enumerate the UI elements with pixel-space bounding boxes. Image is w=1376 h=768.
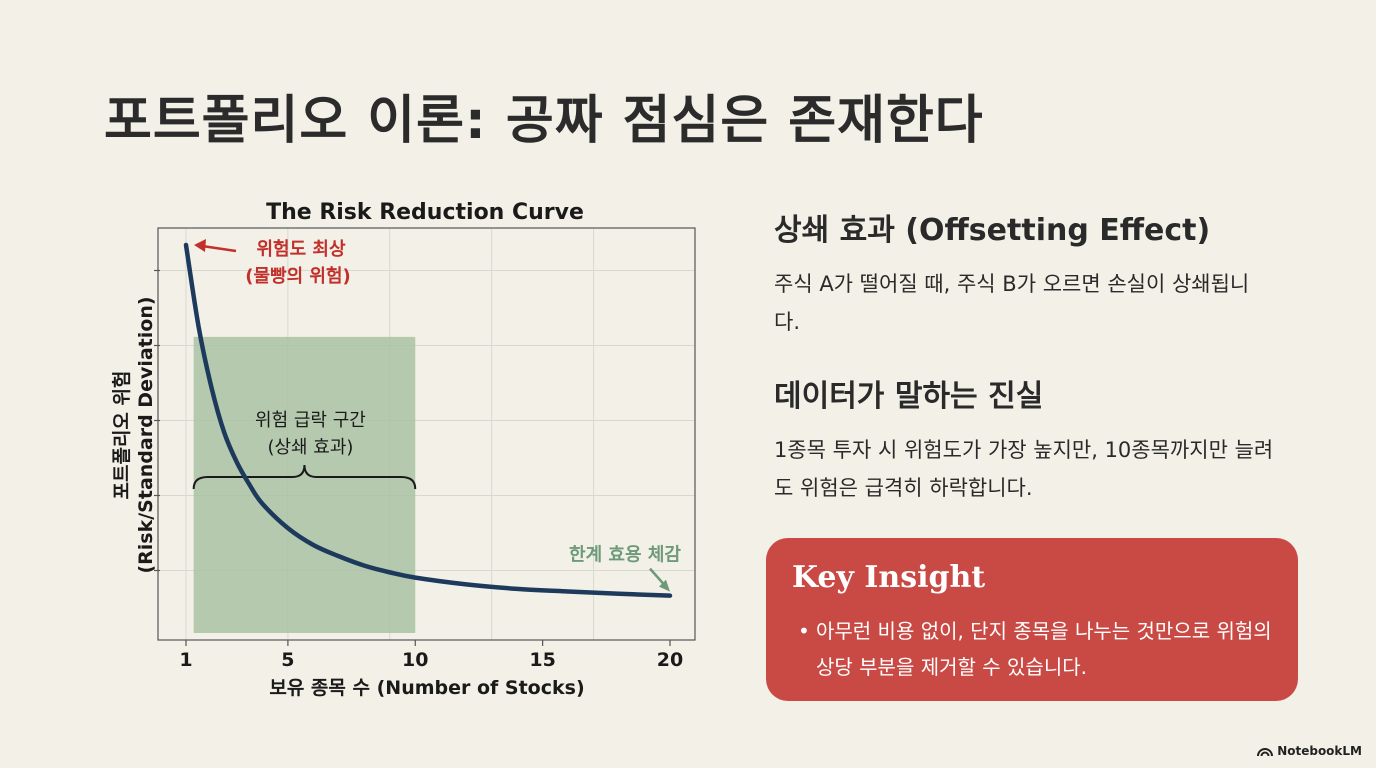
shaded-region-sublabel: (상쇄 효과) (267, 437, 353, 458)
shaded-region-brace (192, 464, 417, 490)
shaded-region (193, 336, 416, 633)
key-insight-text: 아무런 비용 없이, 단지 종목을 나누는 것만으로 위험의 상당 부분을 제거… (816, 619, 1272, 679)
section-data-truth: 데이터가 말하는 진실 1종목 투자 시 위험도가 가장 높지만, 10종목까지… (774, 371, 1274, 507)
bullet-icon: • (798, 619, 810, 643)
section-body: 주식 A가 떨어질 때, 주식 B가 오르면 손실이 상쇄됩니다. (774, 272, 1250, 334)
key-insight-title: Key Insight (792, 560, 986, 595)
annotation-diminishing-returns-label: 한계 효용 체감 (569, 545, 681, 566)
explanation-panel: 상쇄 효과 (Offsetting Effect) 주식 A가 떨어질 때, 주… (774, 205, 1314, 500)
brand-logo: NotebookLM (1257, 744, 1362, 758)
y-axis-label: 포트폴리오 위험 (111, 371, 133, 500)
x-tick-label: 15 (529, 649, 555, 671)
x-tick-label: 5 (281, 649, 294, 671)
arrow-icon (201, 244, 237, 253)
annotation-max-risk-sublabel: (물빵의 위험) (245, 265, 351, 287)
section-body: 1종목 투자 시 위험도가 가장 높지만, 10종목까지만 늘려도 위험은 급격… (774, 438, 1274, 500)
y-ticks (154, 269, 160, 572)
x-ticks: 1 5 10 15 20 (179, 640, 683, 671)
section-title: 상쇄 효과 (Offsetting Effect) (774, 213, 1211, 248)
notebooklm-icon (1257, 748, 1274, 757)
chart-svg: The Risk Reduction Curve 1 5 10 15 20 위험 급락 … (111, 200, 696, 699)
section-title: 데이터가 말하는 진실 (774, 379, 1044, 414)
risk-reduction-chart: The Risk Reduction Curve 1 5 10 15 20 위험 급락 … (100, 190, 720, 710)
chart-title: The Risk Reduction Curve (266, 200, 584, 225)
arrow-head-icon (194, 239, 206, 252)
section-offsetting-effect: 상쇄 효과 (Offsetting Effect) 주식 A가 떨어질 때, 주… (774, 205, 1314, 341)
annotation-diminishing-returns: 한계 효용 체감 (569, 545, 681, 592)
annotation-max-risk-label: 위험도 최상 (256, 238, 346, 260)
arrow-icon (649, 567, 666, 587)
x-axis-label: 보유 종목 수 (Number of Stocks) (269, 677, 584, 699)
arrow-head-icon (659, 579, 670, 592)
key-insight-card: Key Insight • 아무런 비용 없이, 단지 종목을 나누는 것만으로… (766, 538, 1298, 701)
plot-frame (157, 227, 696, 641)
shaded-region-label: 위험 급락 구간 (255, 410, 366, 431)
annotation-max-risk: 위험도 최상 (물빵의 위험) (194, 238, 351, 287)
x-tick-label: 10 (402, 649, 428, 671)
x-tick-label: 20 (657, 649, 683, 671)
brand-logo-text: NotebookLM (1277, 744, 1362, 758)
risk-curve-line (183, 242, 673, 598)
y-axis-sublabel: (Risk/Standard Deviation) (135, 296, 157, 573)
page-title: 포트폴리오 이론: 공짜 점심은 존재한다 (104, 91, 984, 151)
x-tick-label: 1 (179, 649, 192, 671)
